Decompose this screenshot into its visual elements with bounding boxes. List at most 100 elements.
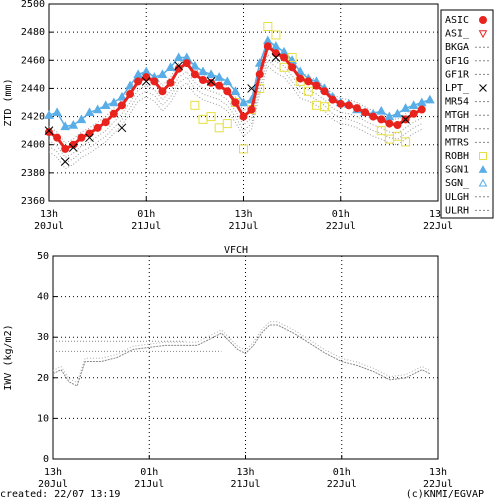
y-tick-label: 20 [37,373,49,384]
asic-point [320,87,329,96]
x-tick-label: 01h [332,209,350,220]
legend-label: MR54 [445,97,469,108]
iwv-series-line [52,324,431,387]
x-tick-label: 13h [40,209,58,220]
lpt-point [206,77,216,86]
legend-label: GF1G [445,56,469,67]
legend-label: SGN1 [445,165,469,176]
x-tick-label: 13h [234,209,252,220]
asic-point [215,81,224,90]
robh-point [376,126,386,136]
lpt-point [247,84,256,93]
y-tick-label: 2500 [21,0,45,10]
sgn1-point [425,94,435,104]
y-tick-label: 2360 [21,196,45,207]
asi-point [478,30,488,39]
asic-point [369,112,378,121]
sgn1-point [125,80,135,90]
legend-label: LPT_ [445,83,470,94]
asic-point [344,101,353,110]
lpt-point [60,157,70,166]
x-tick-label: 22Jul [423,221,453,232]
asic-point [255,70,264,79]
asic-point [198,75,207,84]
legend-label: ASIC [445,15,469,26]
robh-point [279,62,289,72]
x-tick-label: 01h [137,209,155,220]
legend-label: MTGH [445,110,469,121]
lpt-point [85,133,94,143]
legend-label: SGN_ [445,178,470,189]
robh-point [479,152,487,160]
asic-point [77,133,86,142]
asic-point [109,109,118,118]
x-tick-label: 13h [429,209,447,220]
y-tick-label: 2380 [21,168,45,179]
y-tick-label: 0 [43,454,49,465]
lpt-point [271,53,281,62]
asic-point [190,70,199,79]
y-tick-label: 2420 [21,112,45,123]
y-tick-label: 30 [37,332,49,343]
robh-point [263,22,273,32]
background-series [48,39,423,144]
sgn1-point [198,66,208,76]
asic-point [263,42,272,51]
asic-point [296,74,305,83]
sgn1-point [214,72,225,81]
sgn1-point [376,105,387,115]
lpt-point [174,61,184,71]
x-tick-label: 22Jul [327,479,357,490]
sgn1-point [222,76,233,86]
sgn1-point [392,108,403,118]
asic-point [223,87,232,96]
y-tick-label: 2400 [21,140,45,151]
x-tick-label: 01h [333,467,351,478]
robh-point [271,30,281,40]
sgn1-point [68,119,79,129]
sgn1-point [117,91,127,101]
legend: ASIC ASI_ BKGA GF1G GF1R LPT_ MR54 MTGH MTRH MTRS… [440,9,494,219]
legend-label: ROBH [445,151,469,162]
sgn1-point [60,121,71,131]
sgn1-point [478,165,488,173]
legend-label: MTRH [445,124,469,135]
asic-point [45,128,53,137]
asic-point [409,109,418,118]
lpt-point [141,77,151,86]
robh-point [222,119,232,129]
legend-label: GF1R [445,69,470,80]
asic-point [271,49,280,58]
legend-label: ULRH [445,205,469,216]
credit-text: (c)KNMI/EGVAP [406,489,484,500]
background-series [48,65,423,170]
y-tick-label: 2480 [21,27,45,38]
sgn-point [478,178,488,187]
asic-point [336,99,345,108]
y-axis-label: ZTD (mm) [3,78,14,126]
lpt-point [44,126,54,135]
sgn1-point [206,69,216,79]
robh-point [303,86,313,96]
sgn1-point [230,86,241,95]
sgn1-point [400,103,411,112]
asic-point [126,90,135,99]
asic-point [207,78,216,87]
lpt-point [401,115,410,124]
iwv-series-line [52,321,431,384]
lpt-point [68,143,78,152]
y-tick-label: 40 [37,292,49,303]
x-tick-label: 20Jul [38,479,68,490]
lpt-point [479,84,487,92]
robh-point [320,102,330,112]
asic-point [239,112,248,121]
x-tick-label: 13h [429,467,447,478]
legend-label: MTRS [445,137,469,148]
legend-label: BKGA [445,42,469,53]
robh-point [239,144,248,154]
robh-point [190,100,200,110]
sgn1-point [44,110,54,119]
sgn1-point [238,97,249,107]
asic-point [304,77,313,86]
y-tick-label: 10 [37,413,49,424]
